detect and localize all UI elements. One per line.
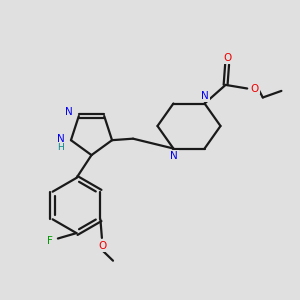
Text: O: O [250, 83, 259, 94]
Text: F: F [47, 236, 53, 246]
Text: H: H [57, 143, 64, 152]
Text: O: O [99, 241, 107, 251]
Text: O: O [223, 53, 231, 63]
Text: N: N [201, 91, 209, 101]
Text: N: N [170, 151, 178, 161]
Text: N: N [57, 134, 64, 144]
Text: N: N [65, 107, 73, 117]
